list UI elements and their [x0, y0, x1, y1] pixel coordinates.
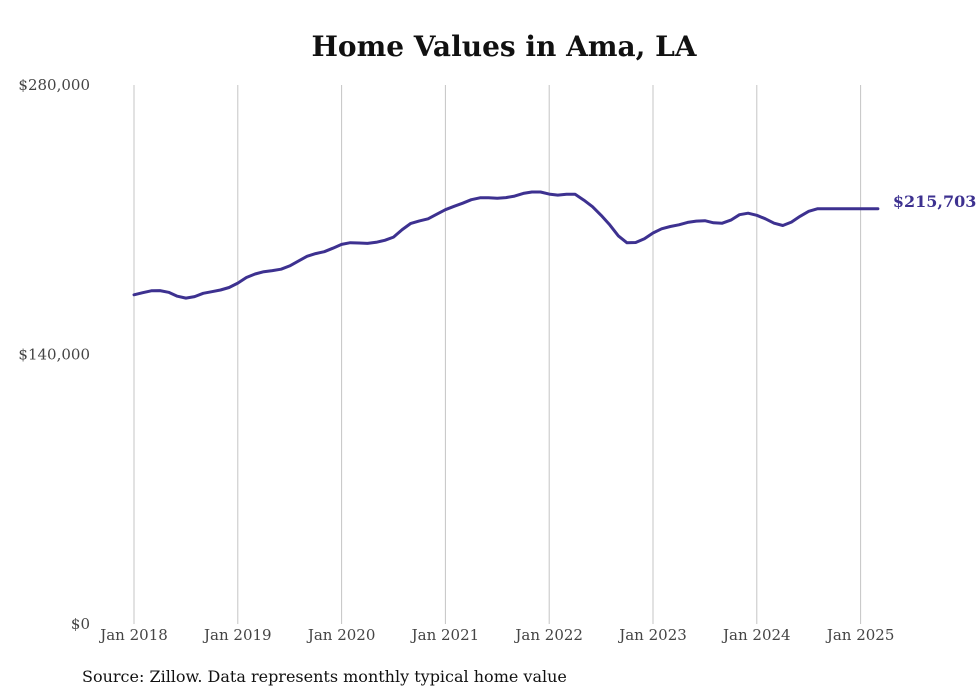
chart-title: Home Values in Ama, LA [311, 30, 697, 63]
y-tick-label: $280,000 [18, 76, 90, 94]
y-axis-ticks: $280,000 $140,000 $0 [18, 76, 90, 633]
x-tick-label: Jan 2019 [202, 626, 272, 644]
x-tick-label: Jan 2020 [306, 626, 376, 644]
x-tick-label: Jan 2021 [410, 626, 480, 644]
end-value-label: $215,703 [893, 192, 977, 211]
source-note: Source: Zillow. Data represents monthly … [82, 667, 567, 686]
x-tick-label: Jan 2025 [825, 626, 895, 644]
x-axis-ticks: Jan 2018 Jan 2019 Jan 2020 Jan 2021 Jan 2022… [98, 626, 894, 644]
y-tick-label: $140,000 [18, 346, 90, 364]
x-tick-label: Jan 2018 [98, 626, 168, 644]
y-tick-label: $0 [71, 615, 90, 633]
x-tick-label: Jan 2022 [513, 626, 583, 644]
gridlines [133, 85, 862, 624]
home-value-line [132, 190, 880, 300]
x-tick-label: Jan 2024 [721, 626, 791, 644]
x-tick-label: Jan 2023 [617, 626, 687, 644]
series-layer [132, 190, 880, 300]
label-layer: $215,703 [893, 192, 977, 211]
